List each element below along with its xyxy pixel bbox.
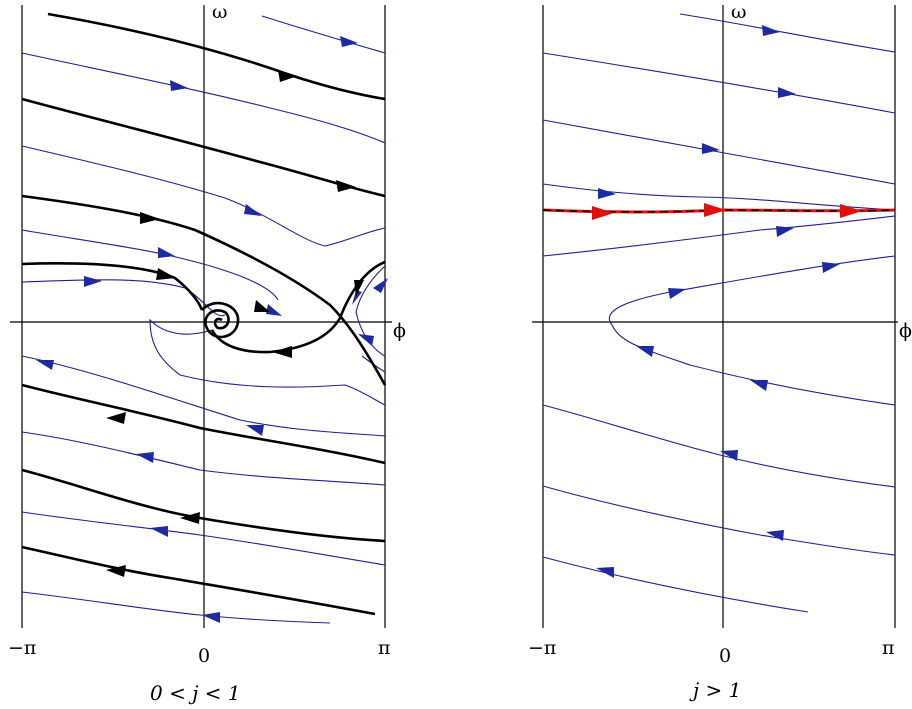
trajectory-thin (21, 511, 386, 566)
arrow-blue (750, 380, 768, 391)
trajectory-thick (21, 545, 376, 616)
phi-axis-label: ϕ (899, 320, 912, 342)
arrow-blue (668, 288, 686, 299)
arrow-blue (720, 450, 738, 461)
arrow-blue (170, 80, 188, 91)
arrow-blue (352, 290, 362, 305)
tick-pi: π (378, 637, 391, 659)
arrow-black (272, 346, 292, 358)
arrow-blue (766, 530, 784, 541)
arrow-black (336, 180, 356, 192)
arrow-blue (822, 262, 840, 273)
trajectory-thin (542, 556, 809, 613)
trajectory-thin (542, 183, 896, 211)
arrow-blue (246, 425, 264, 436)
trajectory-thin (149, 318, 386, 406)
trajectory-thick (21, 383, 386, 465)
tick-neg-pi: −π (8, 637, 36, 659)
arrow-blue (266, 304, 282, 316)
tick-zero: 0 (719, 645, 731, 667)
arrow-blue (84, 276, 102, 287)
arrow-red (704, 203, 726, 217)
arrow-black (254, 300, 270, 312)
arrow-blue (598, 188, 616, 199)
trajectory-thick (21, 262, 204, 311)
arrow-blue (776, 226, 794, 237)
arrow-blue (150, 526, 168, 537)
arrow-black (140, 212, 160, 224)
arrow-blue (778, 87, 796, 98)
arrow-blue (596, 567, 614, 578)
arrow-red (592, 206, 614, 220)
trajectory-thin (542, 119, 896, 185)
arrow-black (156, 268, 176, 280)
panel-right: ω ϕ −π 0 π j > 1 (528, 1, 912, 702)
trajectory-thin (261, 15, 386, 54)
spiral-focus (201, 301, 240, 339)
trajectory-thin (21, 355, 386, 437)
tick-zero: 0 (198, 645, 210, 667)
trajectory-thin (21, 229, 279, 301)
trajectory-thin (609, 255, 896, 406)
arrow-blue (340, 36, 358, 47)
arrow-red (840, 204, 862, 218)
arrow-blue (636, 346, 654, 357)
arrow-black (354, 280, 364, 296)
panel-left: ω ϕ −π 0 π 0 < j < 1 (8, 1, 406, 705)
trajectory-thin (542, 215, 896, 257)
arrow-blue (373, 278, 388, 293)
arrow-blue (244, 204, 262, 216)
tick-neg-pi: −π (528, 637, 556, 659)
trajectory-thin (355, 265, 386, 357)
omega-axis-label: ω (731, 1, 747, 23)
arrow-blue (702, 143, 720, 154)
phi-axis-label: ϕ (393, 320, 406, 342)
arrow-blue (762, 25, 780, 36)
trajectory-thick (21, 194, 387, 386)
arrow-black (106, 412, 126, 424)
arrow-blue (358, 334, 374, 346)
trajectory-thick (47, 12, 386, 101)
arrow-blue (202, 612, 220, 623)
arrow-black (106, 565, 126, 577)
arrow-blue (36, 360, 54, 370)
arrow-blue (158, 247, 175, 258)
panel-caption: j > 1 (689, 678, 741, 702)
trajectory-thick (21, 468, 386, 543)
trajectory-thin (542, 485, 896, 556)
trajectory-thin (679, 13, 896, 53)
tick-pi: π (882, 637, 895, 659)
trajectory-thin (21, 591, 331, 624)
panel-caption: 0 < j < 1 (150, 681, 241, 705)
trajectory-thin (21, 52, 386, 144)
trajectory-thin (542, 52, 896, 114)
omega-axis-label: ω (212, 1, 228, 23)
arrow-black (180, 512, 200, 524)
trajectory-thin (542, 404, 896, 488)
arrow-black (278, 70, 298, 82)
arrow-blue (136, 452, 154, 463)
trajectory-thin (21, 431, 386, 486)
